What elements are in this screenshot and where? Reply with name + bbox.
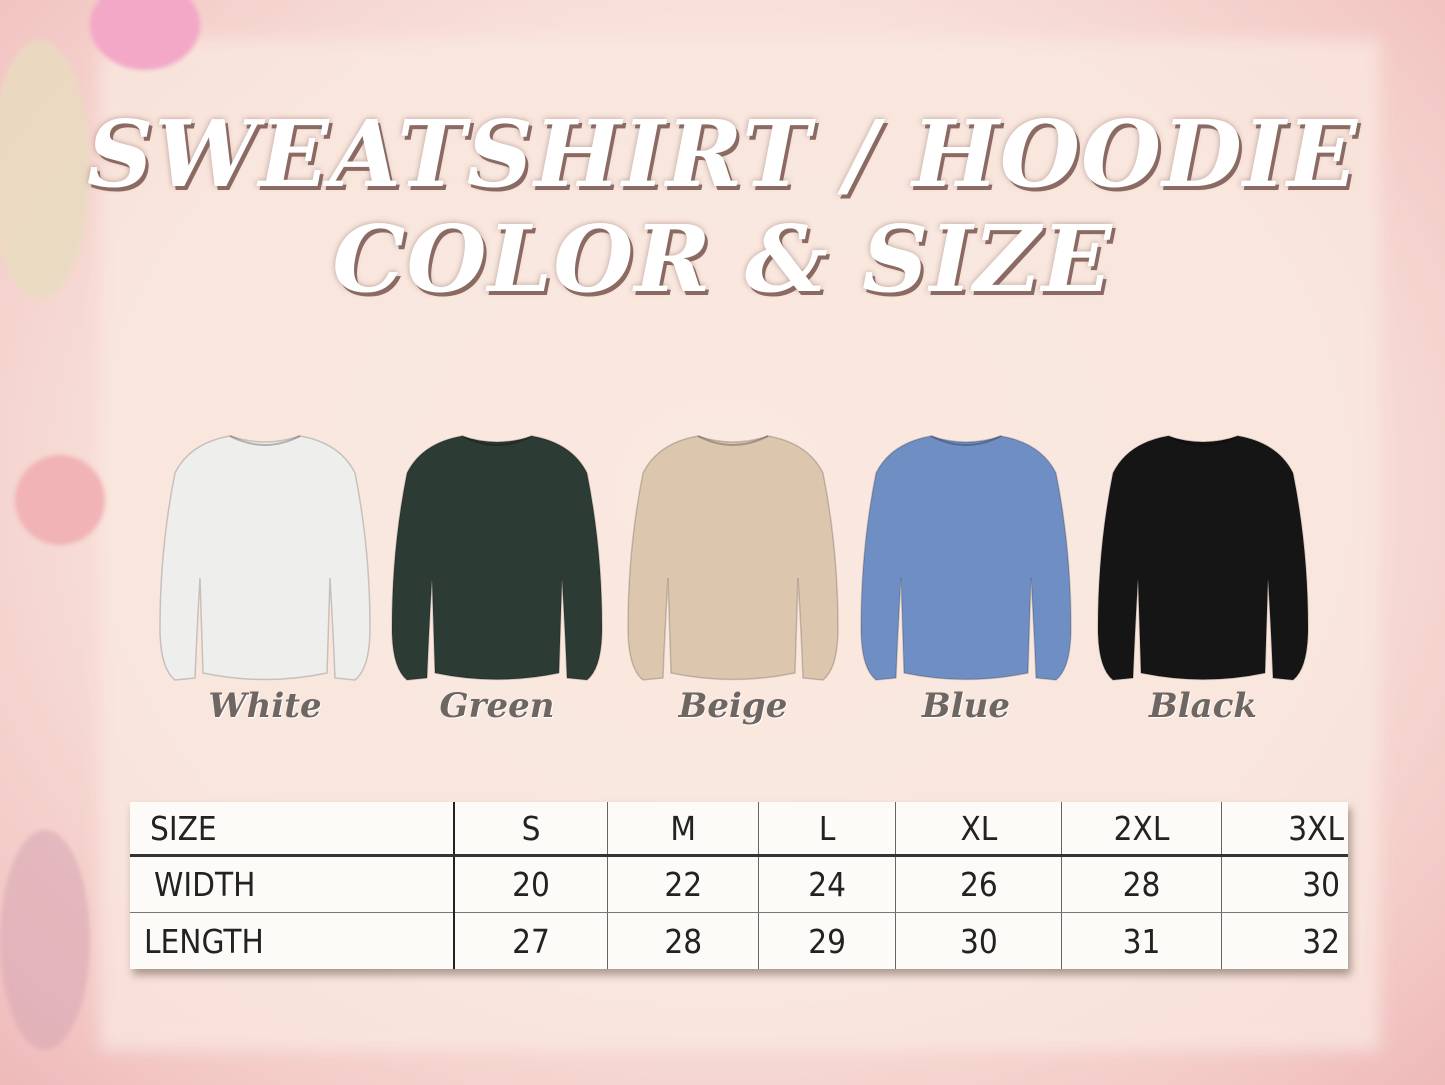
table-header-row: SIZE S M L XL 2XL 3XL — [130, 802, 1348, 857]
header-cell: SIZE — [130, 802, 454, 857]
table-cell: 26 — [895, 855, 1062, 913]
table-cell: 28 — [607, 912, 759, 969]
table-cell: 22 — [607, 855, 759, 913]
title-line-1: SWEATSHIRT / HOODIE — [86, 100, 1359, 208]
table-cell: 28 — [1061, 855, 1222, 913]
header-cell: 3XL — [1220, 802, 1348, 857]
sweatshirt-green-image — [391, 435, 603, 681]
row-label: WIDTH — [130, 855, 454, 913]
sweatshirt-white-image — [159, 435, 371, 681]
row-label: LENGTH — [144, 921, 264, 961]
sweatshirt-blue-image — [860, 435, 1072, 681]
leaf-decoration-icon — [0, 830, 90, 1050]
color-label-white: White — [208, 686, 322, 726]
table-row-width: WIDTH 20 22 24 26 28 30 — [130, 855, 1348, 913]
title-line-2: COLOR & SIZE — [332, 205, 1113, 313]
table-cell: 30 — [895, 912, 1062, 969]
flower-decoration-icon — [0, 40, 90, 300]
table-cell: 20 — [452, 855, 608, 913]
header-cell: M — [607, 802, 759, 857]
header-cell: S — [452, 802, 608, 857]
color-label-beige: Beige — [678, 686, 788, 726]
table-cell: 31 — [1061, 912, 1222, 969]
button-decoration-icon — [15, 455, 105, 545]
table-row-length: LENGTH 27 28 29 30 31 32 — [130, 912, 1348, 969]
sweatshirt-black-image — [1097, 435, 1309, 681]
table-cell: 30 — [1220, 855, 1348, 913]
header-cell: 2XL — [1061, 802, 1222, 857]
table-cell: 29 — [758, 912, 896, 969]
sweatshirt-beige-image — [627, 435, 839, 681]
color-label-blue: Blue — [921, 686, 1010, 726]
table-cell: 32 — [1220, 912, 1348, 969]
size-chart-table: SIZE S M L XL 2XL 3XL WIDTH 20 22 24 26 … — [130, 802, 1348, 969]
header-cell: L — [758, 802, 896, 857]
header-cell: XL — [895, 802, 1062, 857]
color-label-black: Black — [1149, 686, 1257, 726]
color-label-green: Green — [439, 686, 555, 726]
flower-decoration-icon — [90, 0, 200, 70]
table-cell: 24 — [758, 855, 896, 913]
table-cell: 27 — [452, 912, 608, 969]
